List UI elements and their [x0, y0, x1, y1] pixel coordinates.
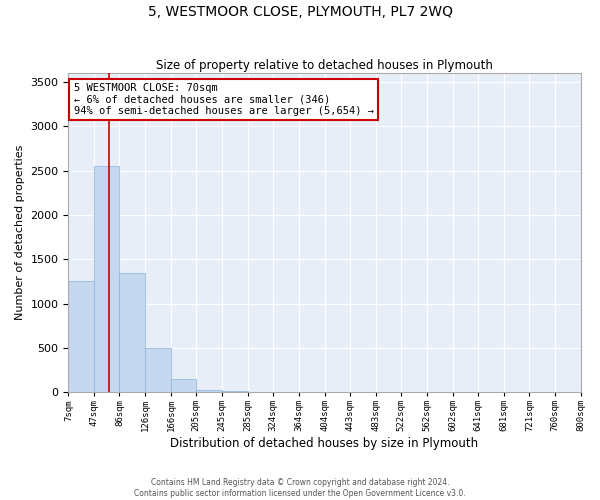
Text: Contains HM Land Registry data © Crown copyright and database right 2024.
Contai: Contains HM Land Registry data © Crown c… — [134, 478, 466, 498]
Y-axis label: Number of detached properties: Number of detached properties — [15, 145, 25, 320]
Bar — [94, 166, 119, 392]
Bar — [222, 391, 248, 392]
Bar — [68, 282, 94, 392]
Title: Size of property relative to detached houses in Plymouth: Size of property relative to detached ho… — [156, 59, 493, 72]
Bar — [196, 390, 222, 392]
Bar — [119, 272, 145, 392]
Bar — [171, 379, 196, 392]
X-axis label: Distribution of detached houses by size in Plymouth: Distribution of detached houses by size … — [170, 437, 479, 450]
Text: 5 WESTMOOR CLOSE: 70sqm
← 6% of detached houses are smaller (346)
94% of semi-de: 5 WESTMOOR CLOSE: 70sqm ← 6% of detached… — [74, 82, 374, 116]
Bar — [145, 348, 171, 392]
Text: 5, WESTMOOR CLOSE, PLYMOUTH, PL7 2WQ: 5, WESTMOOR CLOSE, PLYMOUTH, PL7 2WQ — [148, 5, 452, 19]
